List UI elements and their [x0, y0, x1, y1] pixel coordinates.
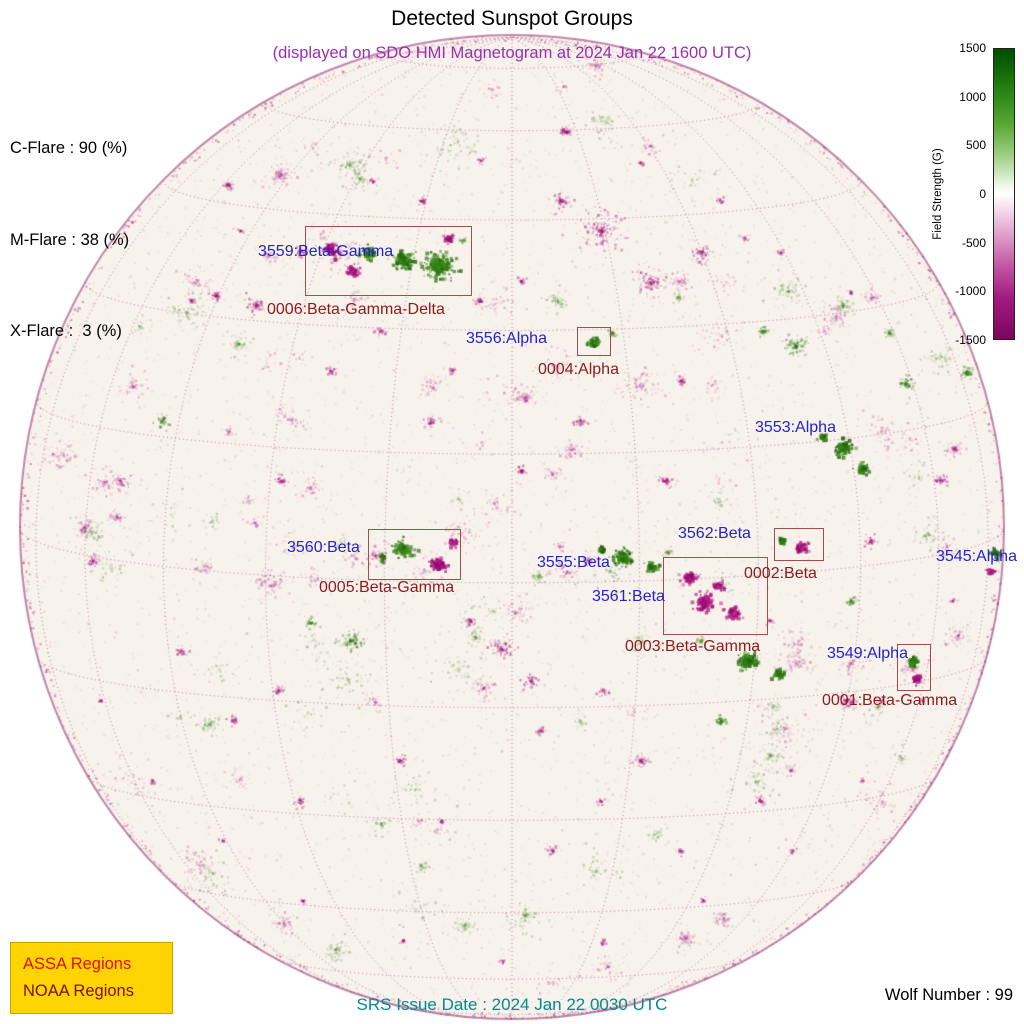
noaa-region-label-3559: 3559:Beta-Gamma [258, 243, 394, 260]
region-box-3560 [368, 529, 461, 580]
noaa-region-label-3555: 3555:Beta [537, 554, 610, 571]
chart-subtitle: (displayed on SDO HMI Magnetogram at 202… [272, 44, 752, 62]
region-box-3561 [663, 557, 768, 635]
colorbar-tick--1500: -1500 [955, 333, 986, 347]
regions-legend: ASSA Regions NOAA Regions [10, 942, 173, 1014]
region-box-3562 [774, 528, 824, 561]
c-flare-probability: C-Flare : 90 (%) [10, 139, 128, 157]
assa-region-label-0005: 0005:Beta-Gamma [319, 579, 455, 596]
legend-assa-label: ASSA Regions [23, 955, 132, 973]
noaa-region-label-3561: 3561:Beta [592, 588, 665, 605]
flare-probabilities: C-Flare : 90 (%) M-Flare : 38 (%) X-Flar… [10, 72, 129, 408]
colorbar-tick-1500: 1500 [959, 41, 986, 55]
assa-region-label-0006: 0006:Beta-Gamma-Delta [267, 301, 445, 318]
legend-noaa-label: NOAA Regions [23, 982, 134, 1000]
x-flare-probability: X-Flare : 3 (%) [10, 322, 122, 340]
colorbar-gradient [993, 48, 1015, 340]
noaa-region-label-3549: 3549:Alpha [827, 645, 908, 662]
colorbar-axis-label: Field Strength (G) [932, 148, 944, 240]
srs-issue-date: SRS Issue Date : 2024 Jan 22 0030 UTC [356, 995, 668, 1014]
wolf-number: Wolf Number : 99 [884, 986, 1013, 1004]
colorbar-tick-1000: 1000 [959, 89, 986, 104]
region-box-3549 [897, 644, 931, 691]
chart-title: Detected Sunspot Groups [391, 7, 633, 30]
colorbar-tick--500: -500 [961, 235, 986, 250]
assa-region-label-0002: 0002:Beta [744, 565, 817, 582]
m-flare-probability: M-Flare : 38 (%) [10, 230, 130, 249]
noaa-region-label-3556: 3556:Alpha [466, 330, 547, 347]
assa-region-label-0001: 0001:Beta-Gamma [822, 692, 958, 709]
region-box-3559 [305, 226, 472, 296]
noaa-region-label-3545: 3545:Alpha [936, 548, 1017, 565]
noaa-region-label-3553: 3553:Alpha [755, 419, 836, 436]
assa-region-label-0003: 0003:Beta-Gamma [625, 638, 761, 655]
noaa-region-label-3560: 3560:Beta [287, 539, 360, 556]
colorbar-tick-0: 0 [979, 187, 986, 201]
region-box-3556 [577, 327, 611, 356]
colorbar-ticks: 1500 1000 500 0 -500 -1000 -1500 [936, 41, 988, 347]
colorbar-tick--1000: -1000 [955, 284, 986, 299]
noaa-region-label-3562: 3562:Beta [678, 525, 751, 542]
assa-region-label-0004: 0004:Alpha [538, 361, 619, 378]
colorbar-tick-500: 500 [965, 138, 986, 153]
